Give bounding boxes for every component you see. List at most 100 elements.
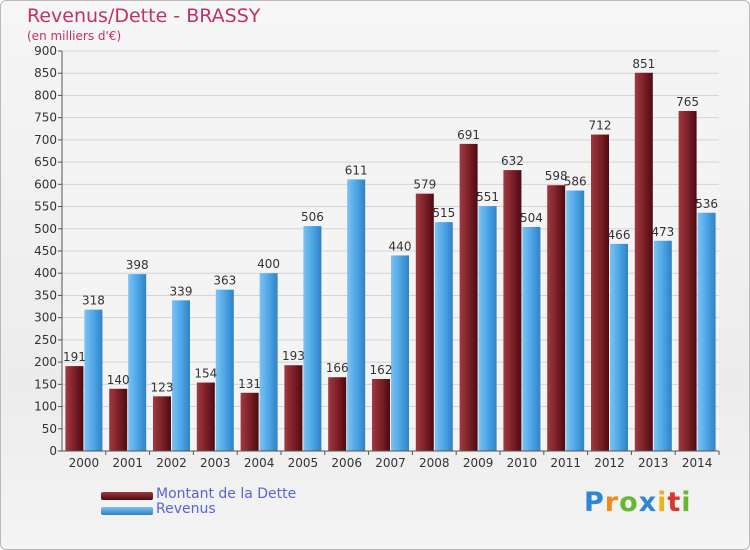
x-tick-label: 2008 bbox=[419, 456, 450, 470]
bar-debt bbox=[196, 382, 215, 451]
bar-revenue bbox=[522, 227, 541, 451]
logo-letter: i bbox=[681, 487, 692, 518]
bar-debt bbox=[415, 193, 434, 451]
x-tick-label: 2003 bbox=[200, 456, 231, 470]
x-tick-label: 2011 bbox=[550, 456, 581, 470]
x-tick-label: 2002 bbox=[156, 456, 187, 470]
x-tick-label: 2005 bbox=[288, 456, 319, 470]
data-label-debt: 765 bbox=[676, 95, 699, 109]
y-tick-label: 850 bbox=[34, 66, 57, 80]
bar-revenue bbox=[566, 190, 585, 452]
data-label-revenue: 440 bbox=[389, 239, 412, 253]
y-tick-label: 50 bbox=[42, 422, 57, 436]
data-label-revenue: 400 bbox=[257, 257, 280, 271]
bar-debt bbox=[65, 366, 84, 451]
y-tick-label: 150 bbox=[34, 377, 57, 391]
y-tick-label: 250 bbox=[34, 333, 57, 347]
data-label-debt: 140 bbox=[107, 373, 130, 387]
bar-revenue bbox=[347, 179, 366, 451]
data-label-debt: 632 bbox=[501, 154, 524, 168]
data-label-debt: 162 bbox=[370, 363, 393, 377]
data-label-debt: 691 bbox=[457, 128, 480, 142]
x-tick-label: 2009 bbox=[463, 456, 494, 470]
y-tick-label: 450 bbox=[34, 244, 57, 258]
data-label-revenue: 586 bbox=[564, 175, 587, 189]
chart-subtitle: (en milliers d'€) bbox=[27, 29, 122, 43]
bar-revenue bbox=[303, 226, 322, 451]
data-label-revenue: 515 bbox=[432, 206, 455, 220]
data-label-revenue: 339 bbox=[170, 284, 193, 298]
grid-layer bbox=[62, 50, 719, 452]
proxiti-logo: Proxiti bbox=[584, 487, 692, 518]
logo-letter: x bbox=[638, 487, 658, 518]
y-tick-label: 100 bbox=[34, 400, 57, 414]
x-tick-label: 2010 bbox=[507, 456, 538, 470]
legend-swatch-revenue bbox=[101, 507, 153, 515]
bar-revenue bbox=[697, 212, 716, 451]
chart-title: Revenus/Dette - BRASSY bbox=[27, 5, 261, 27]
logo-letter: o bbox=[619, 487, 639, 518]
data-label-debt: 191 bbox=[63, 350, 86, 364]
bar-debt bbox=[678, 111, 697, 451]
data-label-revenue: 504 bbox=[520, 211, 543, 225]
bar-debt bbox=[153, 396, 171, 451]
y-tick-label: 650 bbox=[34, 155, 57, 169]
x-tick-label: 2006 bbox=[331, 456, 362, 470]
bar-debt bbox=[634, 72, 653, 452]
data-label-debt: 131 bbox=[238, 377, 261, 391]
bar-revenue bbox=[610, 243, 628, 451]
data-label-revenue: 398 bbox=[126, 258, 149, 272]
bar-revenue bbox=[391, 255, 409, 451]
data-label-revenue: 551 bbox=[476, 190, 499, 204]
logo-letter: t bbox=[667, 487, 682, 518]
bar-debt bbox=[459, 143, 478, 451]
y-tick-label: 500 bbox=[34, 222, 57, 236]
bar-debt bbox=[328, 377, 347, 451]
data-label-debt: 166 bbox=[326, 361, 349, 375]
bar-debt bbox=[547, 185, 566, 451]
x-tick-label: 2014 bbox=[682, 456, 713, 470]
y-tick-label: 750 bbox=[34, 111, 57, 125]
logo-letter: r bbox=[604, 487, 620, 518]
x-tick-label: 2013 bbox=[638, 456, 669, 470]
data-label-revenue: 611 bbox=[345, 163, 368, 177]
data-label-debt: 579 bbox=[413, 178, 436, 192]
data-label-debt: 712 bbox=[589, 119, 612, 133]
data-label-revenue: 506 bbox=[301, 210, 324, 224]
x-tick-label: 2007 bbox=[375, 456, 406, 470]
data-label-debt: 598 bbox=[545, 169, 568, 183]
data-label-revenue: 536 bbox=[695, 197, 718, 211]
data-label-debt: 193 bbox=[282, 349, 305, 363]
y-tick-label: 0 bbox=[49, 444, 57, 458]
y-tick-label: 300 bbox=[34, 311, 57, 325]
bar-revenue bbox=[172, 300, 190, 451]
x-tick-label: 2012 bbox=[594, 456, 625, 470]
y-tick-label: 200 bbox=[34, 355, 57, 369]
y-tick-label: 550 bbox=[34, 200, 57, 214]
y-tick-label: 350 bbox=[34, 288, 57, 302]
legend-swatch-debt bbox=[101, 492, 153, 500]
x-tick-label: 2001 bbox=[112, 456, 143, 470]
logo-letter: i bbox=[657, 487, 668, 518]
bar-debt bbox=[503, 170, 522, 451]
y-tick-label: 400 bbox=[34, 266, 57, 280]
data-label-debt: 123 bbox=[151, 380, 174, 394]
bars-layer bbox=[65, 72, 716, 452]
bar-revenue bbox=[259, 273, 278, 451]
data-label-debt: 851 bbox=[632, 57, 655, 71]
bar-revenue bbox=[84, 309, 103, 451]
bar-debt bbox=[109, 388, 128, 451]
bar-revenue bbox=[215, 289, 234, 451]
bar-debt bbox=[591, 134, 609, 452]
x-tick-label: 2000 bbox=[69, 456, 100, 470]
bar-debt bbox=[372, 379, 390, 451]
bar-revenue bbox=[434, 222, 453, 451]
bar-revenue bbox=[128, 274, 147, 451]
axis-layer bbox=[58, 50, 720, 455]
legend-label-debt: Montant de la Dette bbox=[156, 486, 297, 502]
bar-debt bbox=[284, 365, 303, 451]
bar-revenue bbox=[478, 206, 497, 451]
x-tick-label: 2004 bbox=[244, 456, 275, 470]
